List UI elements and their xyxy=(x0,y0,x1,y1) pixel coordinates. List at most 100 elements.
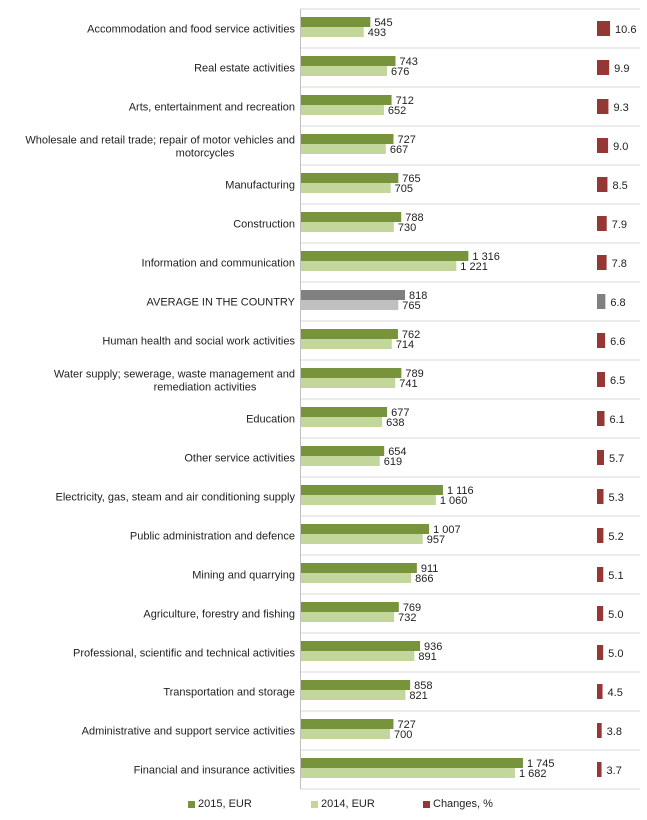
value-label-2014: 741 xyxy=(399,378,417,390)
bar-2014 xyxy=(301,456,380,466)
value-label-2015: 545 xyxy=(374,17,392,29)
category-label: Electricity, gas, steam and air conditio… xyxy=(56,492,296,504)
value-label-change: 9.3 xyxy=(613,102,628,114)
bar-2014 xyxy=(301,144,386,154)
value-label-2015: 936 xyxy=(424,641,442,653)
value-label-2015: 1 745 xyxy=(527,758,555,770)
legend-item-2014: 2014, EUR xyxy=(311,798,375,810)
value-label-2014: 705 xyxy=(395,183,413,195)
bar-2014 xyxy=(301,66,387,76)
bar-2015 xyxy=(301,290,406,300)
value-label-2014: 821 xyxy=(409,690,427,702)
value-label-2015: 769 xyxy=(403,602,421,614)
category-label: Accommodation and food service activitie… xyxy=(87,24,295,36)
value-label-change: 9.0 xyxy=(613,141,628,153)
value-label-change: 5.7 xyxy=(609,453,624,465)
bar-2015 xyxy=(301,602,399,612)
bar-2015 xyxy=(301,17,371,27)
bar-change xyxy=(597,489,604,504)
value-label-2015: 743 xyxy=(400,56,418,68)
bar-change xyxy=(597,567,604,582)
legend-label-2015: 2015, EUR xyxy=(198,798,252,810)
legend-label-changes: Changes, % xyxy=(433,798,493,810)
value-label-change: 3.7 xyxy=(607,765,622,777)
value-label-2015: 677 xyxy=(391,407,409,419)
value-label-2015: 1 316 xyxy=(472,251,500,263)
value-label-2014: 714 xyxy=(396,339,414,351)
bar-2014 xyxy=(301,573,412,583)
bar-2015 xyxy=(301,680,411,690)
value-label-2015: 654 xyxy=(388,446,406,458)
bar-change xyxy=(597,450,605,465)
legend-swatch-2014 xyxy=(311,800,318,808)
bar-change xyxy=(597,606,604,621)
value-label-2014: 652 xyxy=(388,105,406,117)
value-label-change: 5.1 xyxy=(608,570,623,582)
bar-2014 xyxy=(301,534,423,544)
category-label: Professional, scientific and technical a… xyxy=(73,648,295,660)
bar-change xyxy=(597,138,609,153)
bar-2014 xyxy=(301,261,457,271)
bar-2015 xyxy=(301,212,402,222)
value-label-2014: 638 xyxy=(386,417,404,429)
bar-change xyxy=(597,294,606,309)
bar-2015 xyxy=(301,446,385,456)
category-label: Administrative and support service activ… xyxy=(82,726,296,738)
bar-change xyxy=(597,684,603,699)
chart: Accommodation and food service activitie… xyxy=(25,8,640,790)
value-label-2015: 858 xyxy=(414,680,432,692)
value-label-2014: 493 xyxy=(368,27,386,39)
value-label-2015: 727 xyxy=(397,134,415,146)
category-label: Financial and insurance activities xyxy=(134,765,296,777)
legend-swatch-2015 xyxy=(188,800,195,808)
value-label-change: 4.5 xyxy=(608,687,623,699)
value-label-2015: 788 xyxy=(405,212,423,224)
category-label: Mining and quarrying xyxy=(192,570,295,582)
value-label-2014: 619 xyxy=(384,456,402,468)
value-label-2014: 765 xyxy=(402,300,420,312)
bar-change xyxy=(597,411,605,426)
category-label: Agriculture, forestry and fishing xyxy=(143,609,295,621)
value-label-2015: 727 xyxy=(397,719,415,731)
value-label-2014: 891 xyxy=(418,651,436,663)
bar-2015 xyxy=(301,524,430,534)
legend-swatch-changes xyxy=(423,800,430,808)
bar-2015 xyxy=(301,173,399,183)
bar-2014 xyxy=(301,768,515,778)
category-label: Construction xyxy=(233,219,295,231)
bar-change xyxy=(597,372,605,387)
legend-item-changes: Changes, % xyxy=(423,798,493,810)
value-label-2014: 866 xyxy=(415,573,433,585)
value-label-change: 3.8 xyxy=(607,726,622,738)
legend-item-2015: 2015, EUR xyxy=(188,798,252,810)
legend-label-2014: 2014, EUR xyxy=(321,798,375,810)
bar-2014 xyxy=(301,27,364,37)
bar-2014 xyxy=(301,339,392,349)
value-label-change: 5.0 xyxy=(608,648,623,660)
value-label-2014: 730 xyxy=(398,222,416,234)
bar-2014 xyxy=(301,651,415,661)
bar-change xyxy=(597,216,607,231)
value-label-2014: 676 xyxy=(391,66,409,78)
value-label-2015: 1 116 xyxy=(447,485,474,497)
value-label-change: 6.1 xyxy=(610,414,625,426)
bar-2014 xyxy=(301,690,406,700)
value-label-2014: 667 xyxy=(390,144,408,156)
bar-2015 xyxy=(301,758,523,768)
bar-change xyxy=(597,762,602,777)
bar-2014 xyxy=(301,222,394,232)
bar-change xyxy=(597,723,602,738)
value-label-2015: 1 007 xyxy=(433,524,461,536)
bar-2015 xyxy=(301,368,402,378)
category-label: Other service activities xyxy=(184,453,295,465)
category-label: Wholesale and retail trade; repair of mo… xyxy=(25,135,295,160)
category-label: Transportation and storage xyxy=(163,687,295,699)
value-label-2015: 762 xyxy=(402,329,420,341)
value-label-change: 6.6 xyxy=(610,336,625,348)
bar-2015 xyxy=(301,56,396,66)
category-label: AVERAGE IN THE COUNTRY xyxy=(146,297,295,309)
category-label: Real estate activities xyxy=(194,63,295,75)
value-label-2014: 732 xyxy=(398,612,416,624)
bar-change xyxy=(597,21,611,36)
value-label-change: 9.9 xyxy=(614,63,629,75)
